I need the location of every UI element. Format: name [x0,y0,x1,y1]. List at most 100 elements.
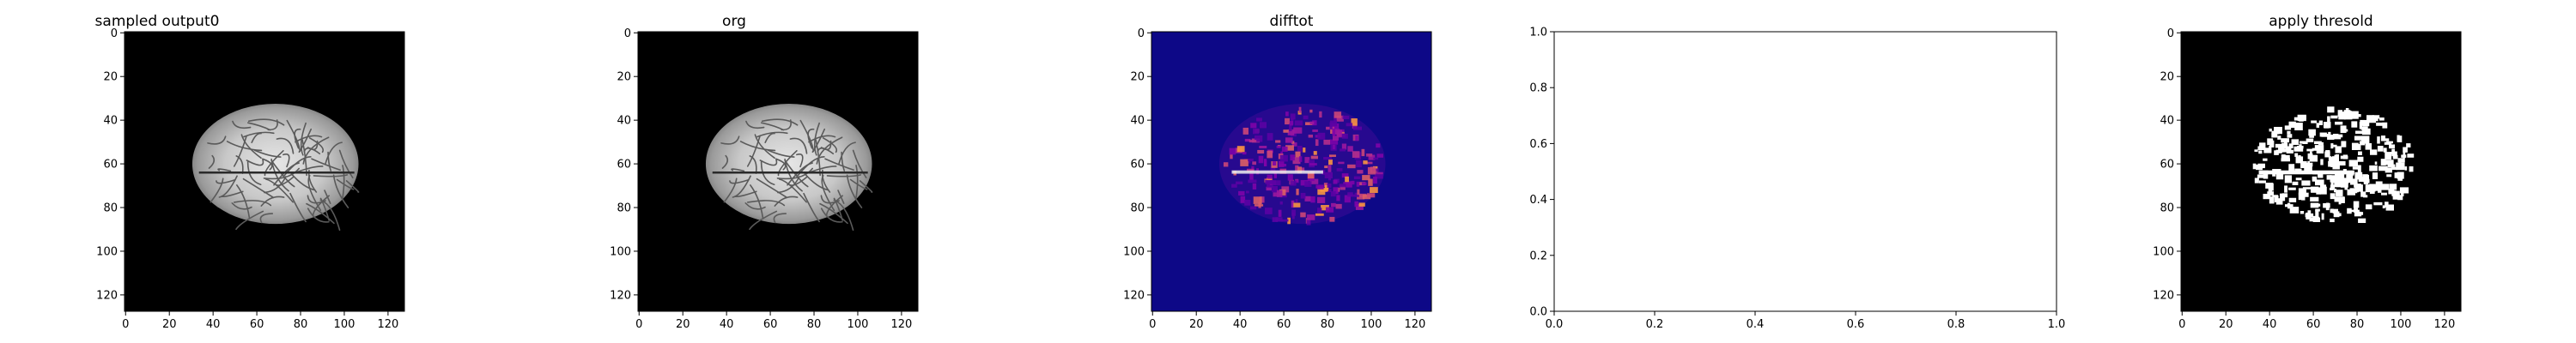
threshold-pixel [2348,159,2358,167]
diff-speck [1248,158,1254,162]
diff-speck [1346,123,1353,127]
y-tick-label: 80 [1130,202,1145,215]
sulcus [750,184,764,219]
diff-speck [1327,183,1332,188]
diff-speck [1276,190,1283,197]
y-tick-label: 40 [617,115,631,128]
diff-speck [1295,179,1299,184]
sulcus [208,154,216,169]
threshold-pixel [2355,130,2363,135]
sulcus [276,137,295,154]
diff-speck [1358,202,1365,207]
sulcus [838,141,856,165]
diff-speck [1315,139,1319,147]
threshold-pixel [2310,202,2319,208]
threshold-pixel [2332,208,2339,214]
threshold-pixel [2352,143,2361,150]
threshold-pixel [2386,141,2393,144]
threshold-pixel [2330,159,2339,167]
threshold-pixel [2274,126,2282,135]
sulcus [754,134,775,159]
threshold-pixel [2275,172,2284,180]
diff-speck [1304,181,1312,187]
diff-speck [1290,113,1296,120]
x-tick-label: 60 [2306,318,2321,331]
diff-speck [1281,146,1288,153]
sulcus [841,151,846,172]
diff-speck [1285,117,1290,125]
threshold-pixel [2275,149,2282,153]
y-tick-label: 120 [2153,289,2174,302]
diff-speck [1279,201,1283,205]
threshold-pixel [2327,116,2330,123]
threshold-pixel [2285,204,2293,208]
threshold-pixel [2391,166,2401,170]
diff-speck [1300,192,1306,199]
threshold-pixel [2336,213,2342,217]
diff-speck [1329,139,1339,145]
sulcus [311,158,341,172]
threshold-pixel [2330,115,2338,119]
brain-tissue [705,104,872,225]
diff-speck [1315,213,1324,216]
threshold-pixel [2299,117,2304,122]
y-tick-label: 0 [624,27,631,40]
diff-speck [1368,178,1373,186]
threshold-pixel [2304,165,2312,172]
threshold-pixel [2275,198,2283,205]
y-tick-label: 80 [2160,202,2174,215]
y-tick-label: 1.0 [1529,27,1547,39]
y-tick-label: 0.2 [1529,250,1547,262]
threshold-pixel [2365,204,2372,210]
diff-speck [1370,187,1378,194]
threshold-pixel [2263,158,2268,161]
threshold-pixel [2360,191,2366,197]
threshold-pixel [2293,146,2304,152]
diff-speck [1300,212,1306,218]
sulcus [808,135,836,143]
diff-speck [1366,153,1373,157]
diff-speck [1342,115,1350,119]
threshold-pixel [2339,196,2345,202]
threshold-pixel [2319,186,2327,195]
sulcus [777,176,800,194]
x-tick-label: 100 [2391,318,2412,331]
threshold-pixel [2269,196,2275,204]
sulcus [813,122,820,156]
sulcus [721,154,729,169]
diff-speck [1231,184,1237,188]
x-tick-label: 0.6 [1847,318,1865,331]
threshold-pixel [2365,142,2372,150]
sulcus [313,174,349,178]
diff-speck [1316,186,1324,190]
diff-speck [1283,129,1289,133]
sulcus [338,149,354,178]
sulcus [218,175,238,198]
sulcus [312,195,330,216]
diff-speck [1320,188,1329,192]
threshold-pixel [2313,216,2320,221]
diff-speck [1236,146,1245,153]
diff-speck [1323,183,1328,188]
threshold-pixel [2346,178,2353,184]
threshold-pixel [2371,118,2379,122]
x-tick-label: 80 [294,318,308,331]
sulcus [826,174,862,178]
diff-speck [1223,162,1229,167]
sulcus [242,178,275,199]
sulcus [784,159,809,188]
threshold-pixel [2315,208,2320,212]
threshold-pixel [2306,138,2314,142]
threshold-pixel [2294,153,2299,157]
threshold-pixel [2348,111,2352,117]
threshold-pixel [2354,208,2359,213]
threshold-pixel [2314,179,2324,186]
threshold-pixel [2281,154,2290,160]
diff-speck [1355,204,1364,210]
threshold-pixel [2258,150,2263,154]
diff-speck [1321,170,1326,175]
diff-speck [1295,151,1301,158]
threshold-pixel [2406,143,2411,147]
diff-speck [1244,138,1251,142]
